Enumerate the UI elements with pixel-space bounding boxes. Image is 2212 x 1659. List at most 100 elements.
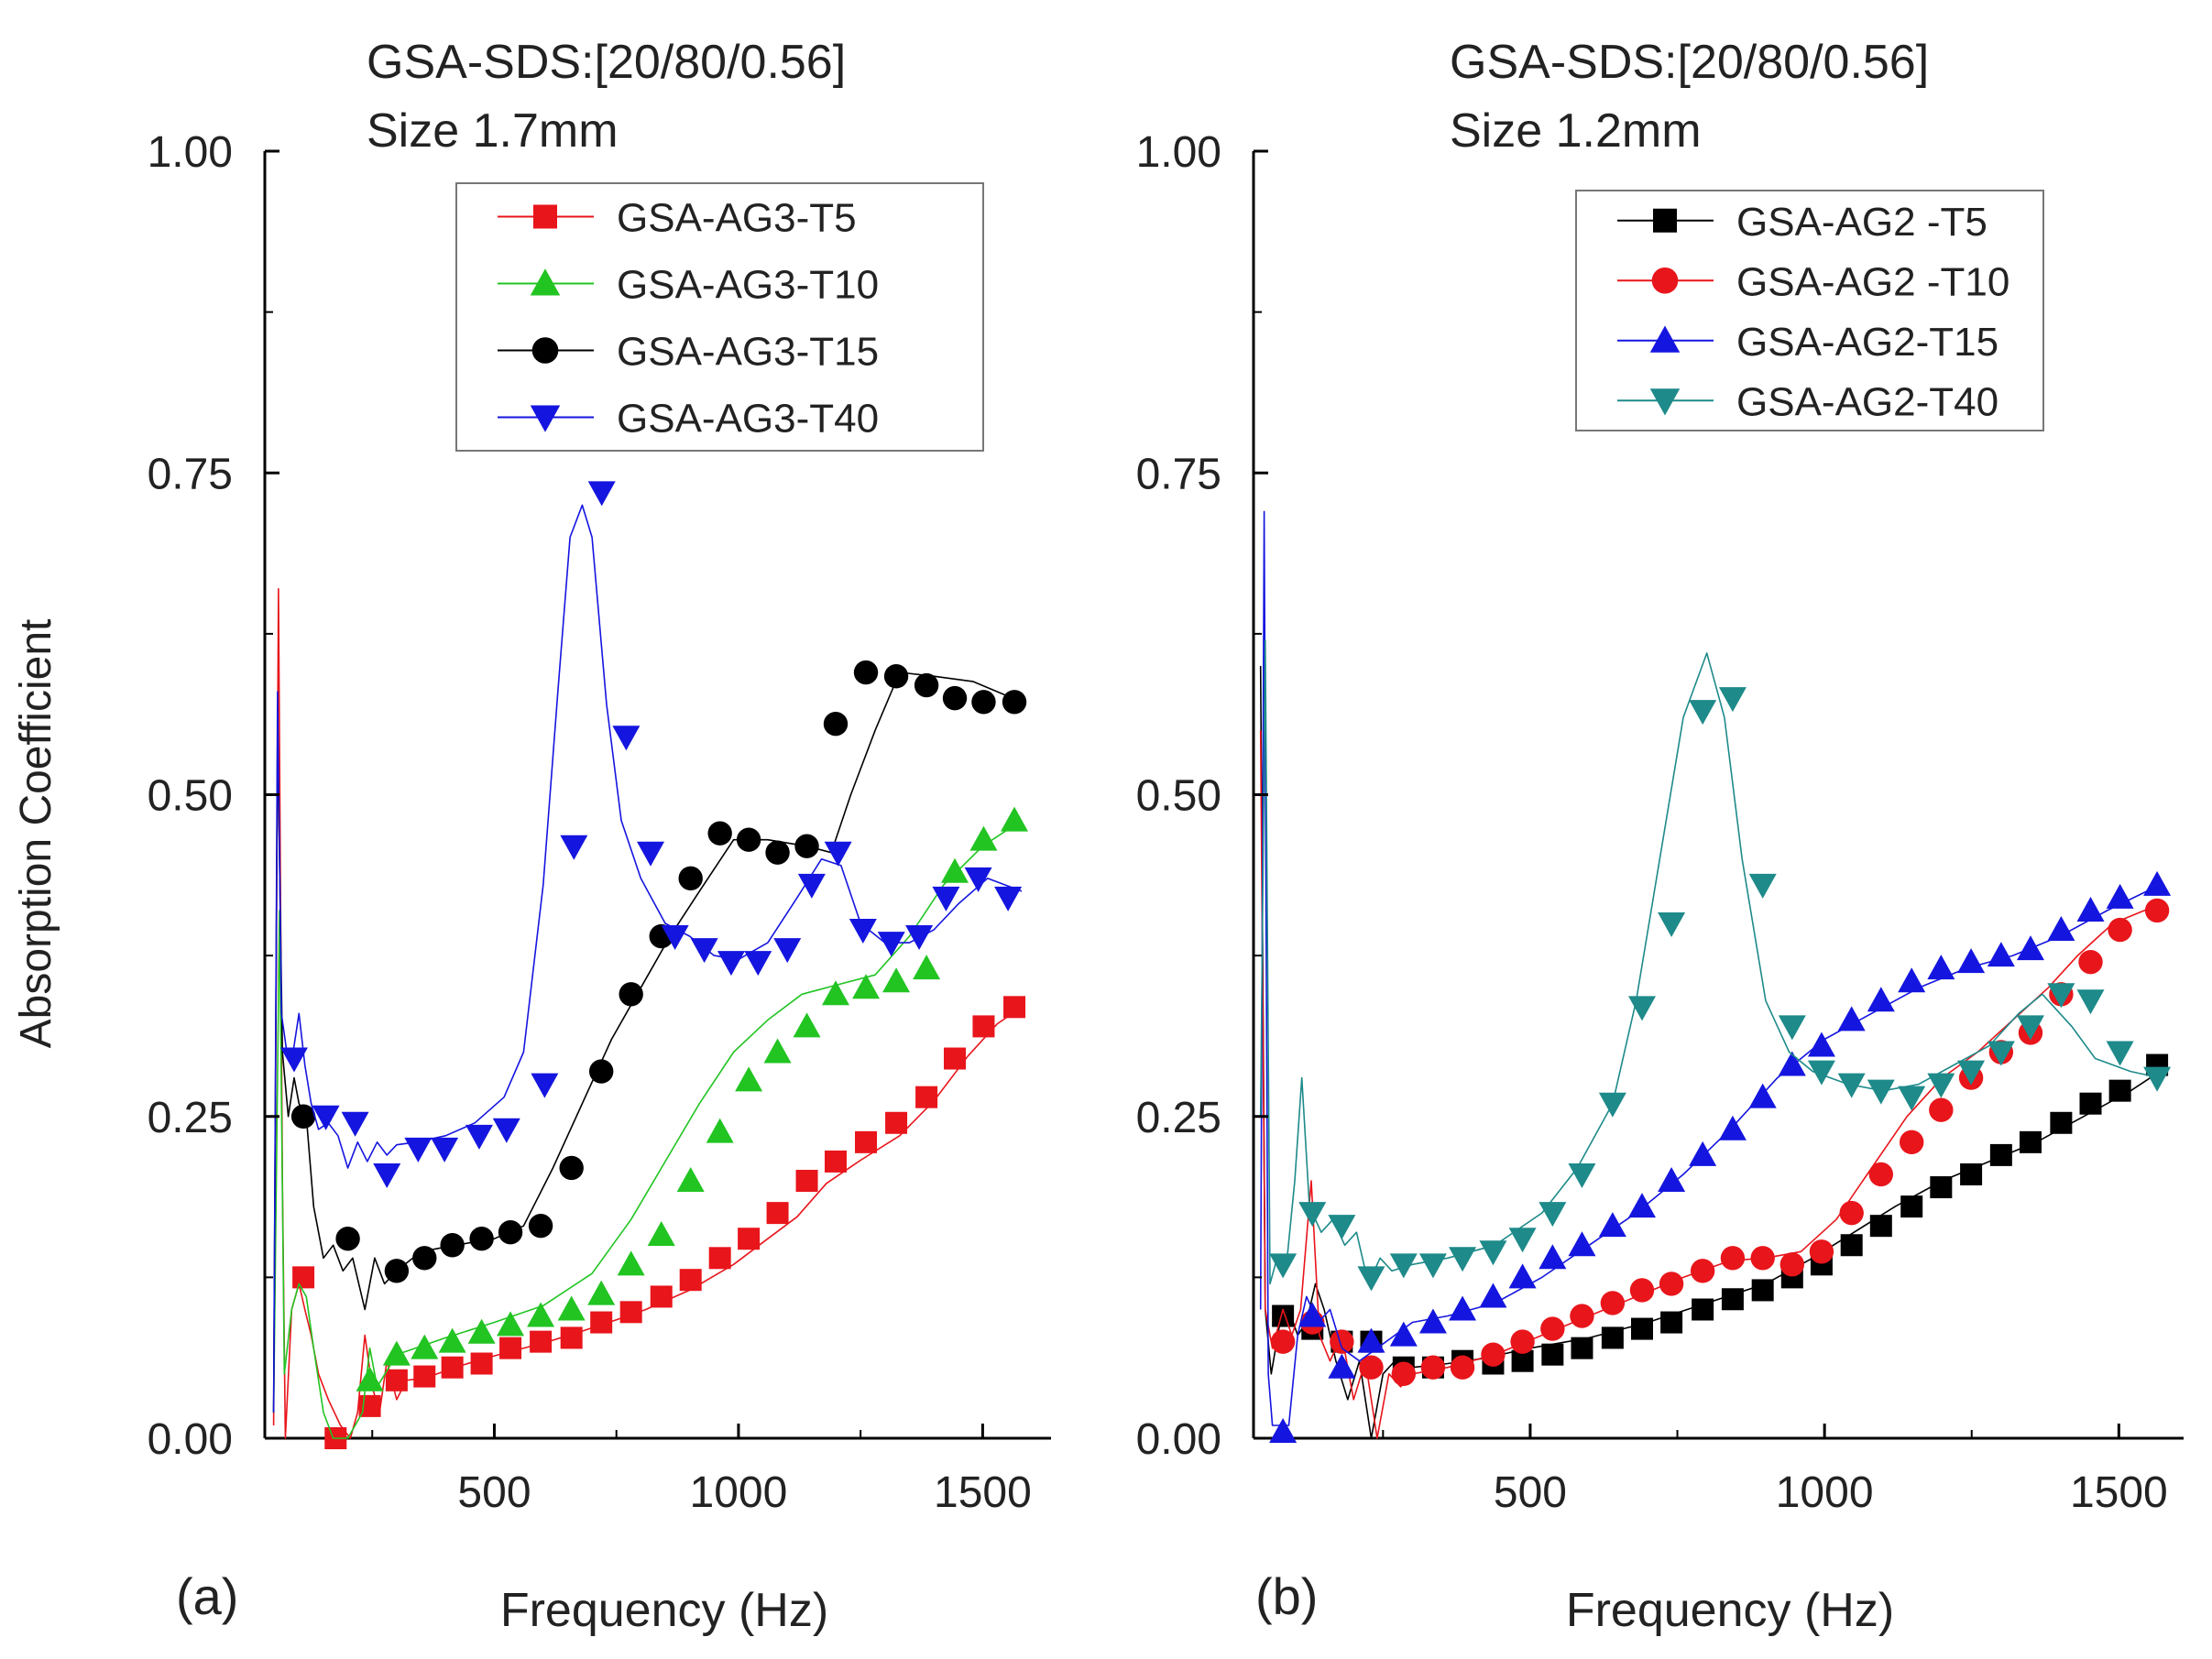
panel-b-legend: GSA-AG2 -T5 GSA-AG2 -T10 GSA-AG2-T15 GSA-AG… xyxy=(1575,190,2044,431)
panel-a-series-4-point xyxy=(797,873,826,899)
panel-b-series-3-point xyxy=(1568,1231,1596,1257)
panel-a-series-4-point xyxy=(312,1105,340,1130)
panel-b-series-1-point xyxy=(1541,1343,1564,1366)
panel-a-series-4-point xyxy=(744,951,772,977)
panel-b-series-3-point xyxy=(1539,1244,1567,1270)
panel-b-series-4-point xyxy=(1748,873,1777,899)
panel-a-series-2-point xyxy=(411,1334,439,1359)
panel-a-series-4-point xyxy=(612,726,641,751)
panel-a-series-4-point xyxy=(994,886,1023,911)
panel-b-series-3-point xyxy=(1389,1321,1418,1347)
panel-b-title-line-2: Size 1.2mm xyxy=(1450,104,1702,158)
panel-b-series-3-point xyxy=(1298,1302,1327,1327)
panel-b-series-4-point xyxy=(2106,1041,2134,1066)
panel-b-series-4-point xyxy=(1867,1079,1895,1105)
panel-b-series-3-point xyxy=(1957,948,1986,974)
panel-b-series-1-point xyxy=(1571,1337,1593,1359)
panel-a-series-3-point xyxy=(971,690,996,715)
panel-a-series-2-point xyxy=(676,1167,705,1192)
panel-a-series-4-point xyxy=(492,1118,520,1143)
panel-b-series-1-point xyxy=(1960,1162,1983,1185)
panel-a-series-2-point xyxy=(587,1280,616,1305)
panel-b-series-4-point xyxy=(2016,1015,2044,1041)
panel-b-title: GSA-SDS:[20/80/0.56] Size 1.2mm xyxy=(1450,36,1929,158)
panel-a-x-tick-label: 1500 xyxy=(934,1468,1032,1517)
panel-a-series-4 xyxy=(272,481,1023,1413)
panel-a-series-3-point xyxy=(942,685,968,711)
panel-a-series-2-point xyxy=(852,974,881,999)
panel-a-series-2-point xyxy=(1001,806,1029,832)
panel-a-y-tick-label: 1.00 xyxy=(148,128,233,177)
panel-a-series-4-point xyxy=(877,932,905,957)
panel-b-series-3-point xyxy=(2047,916,2075,942)
panel-a-legend-item: GSA-AG3-T10 xyxy=(498,263,879,308)
panel-b-series-2-point xyxy=(1391,1361,1417,1386)
panel-b-series-2-point xyxy=(1359,1355,1384,1380)
panel-a-series-2-point xyxy=(763,1038,792,1064)
panel-a-legend-label: GSA-AG3-T5 xyxy=(617,196,857,241)
panel-a-series-4-point xyxy=(773,938,802,964)
panel-b-series-3-point xyxy=(1508,1263,1537,1289)
panel-a-series-3-point xyxy=(823,712,849,737)
panel-b-series-2-point xyxy=(1481,1342,1506,1367)
panel-a-series-2-point xyxy=(647,1221,675,1247)
panel-a-series-4-point xyxy=(587,481,616,507)
panel-b-series-2-point xyxy=(1779,1252,1805,1277)
panel-a-series-2 xyxy=(272,806,1029,1439)
panel-b-series-4-point xyxy=(1718,687,1747,713)
panel-b-series-3-point xyxy=(1627,1193,1656,1218)
panel-a-series-3-point xyxy=(619,982,643,1007)
panel-a-legend-label: GSA-AG3-T40 xyxy=(617,397,879,442)
panel-b-series-4-point xyxy=(1357,1266,1385,1292)
panel-a-series-1-point xyxy=(385,1369,408,1392)
panel-a-series-3-point xyxy=(914,672,939,698)
panel-a-series-1-point xyxy=(499,1337,522,1359)
panel-a-x-ticks: 500 1000 1500 xyxy=(371,1424,1032,1517)
panel-a-title-line-1: GSA-SDS:[20/80/0.56] xyxy=(367,36,846,89)
panel-b-series-3-point xyxy=(1328,1353,1356,1379)
panel-b-series-4-point xyxy=(1778,1015,1806,1041)
panel-b-series-2-point xyxy=(1720,1246,1746,1271)
panel-a-legend-marker xyxy=(533,204,557,229)
panel-a-series-1-point xyxy=(766,1202,789,1225)
panel-b-series-3 xyxy=(1259,510,2172,1443)
panel-a-series-2-line xyxy=(272,819,1023,1439)
panel-a-series-4-point xyxy=(404,1137,433,1162)
panel-a-series-2-point xyxy=(557,1295,586,1321)
panel-b-series-2-point xyxy=(1690,1259,1715,1283)
panel-a-legend-label: GSA-AG3-T15 xyxy=(617,330,879,375)
panel-b-series-3-point xyxy=(1658,1167,1686,1192)
panel-a-series-3-point xyxy=(1002,690,1027,715)
panel-b-series-4-point xyxy=(1269,1253,1298,1279)
panel-a-series-4-point xyxy=(932,886,960,911)
panel-b-series-1-point xyxy=(1601,1326,1624,1349)
panel-b-y-tick-label: 0.25 xyxy=(1136,1094,1221,1142)
panel-a-series-3-point xyxy=(290,1104,316,1129)
panel-a-y-tick-label: 0.50 xyxy=(148,772,233,821)
panel-b-series-1-point xyxy=(1630,1317,1653,1340)
panel-a-legend-marker xyxy=(531,337,559,364)
panel-a-series-1-point xyxy=(855,1130,878,1153)
panel-b-series-2-point xyxy=(1629,1278,1655,1303)
panel-b-legend-label: GSA-AG2 -T5 xyxy=(1736,200,1988,245)
panel-a-series-2-point xyxy=(735,1066,763,1092)
panel-a-series-2-point xyxy=(793,1012,821,1038)
panel-b-series-2-point xyxy=(1929,1097,1954,1122)
panel-b-series-1-point xyxy=(1869,1215,1892,1238)
panel-b-series-3-point xyxy=(1748,1083,1777,1108)
panel-a-series-4-point xyxy=(717,951,745,977)
panel-b-series-4-point xyxy=(1298,1202,1327,1228)
panel-b-series-1-point xyxy=(1930,1176,1953,1199)
panel-b-y-tick-label: 0.50 xyxy=(1136,772,1221,821)
panel-b-legend-marker xyxy=(1653,208,1677,233)
panel-a-series-2-point xyxy=(467,1318,496,1344)
panel-b-x-tick-label: 1000 xyxy=(1776,1468,1874,1517)
panel-a-title-line-2: Size 1.7mm xyxy=(367,104,619,158)
panel-b-y-tick-label: 1.00 xyxy=(1136,128,1221,177)
panel-b-series-3-point xyxy=(1418,1308,1447,1334)
panel-a-series-3-point xyxy=(528,1213,553,1239)
panel-b-series-1-point xyxy=(1900,1195,1923,1218)
panel-a-series-1-point xyxy=(915,1086,938,1108)
panel-a-series-1-point xyxy=(679,1269,702,1292)
panel-b-legend-label: GSA-AG2 -T10 xyxy=(1736,259,2009,304)
